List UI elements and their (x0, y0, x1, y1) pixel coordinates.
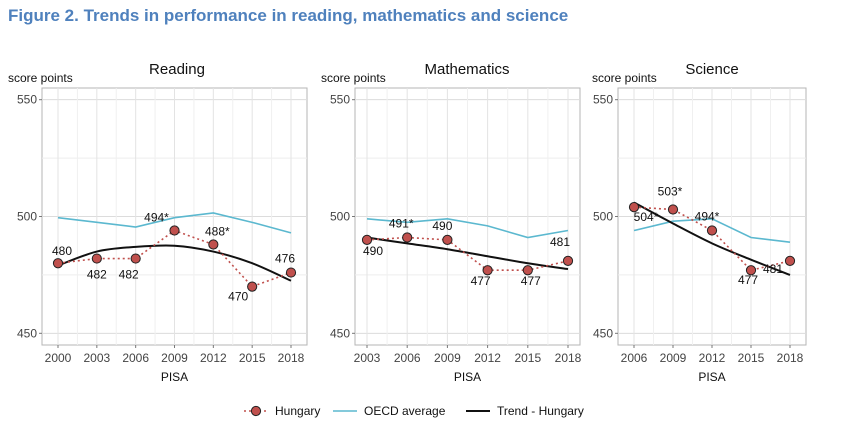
data-label: 481 (763, 262, 783, 276)
x-tick-label: 2009 (660, 351, 687, 365)
hungary-data-point (706, 225, 718, 236)
x-axis-label: PISA (698, 370, 725, 384)
hungary-data-point (91, 253, 102, 264)
x-tick-label: 2018 (278, 351, 305, 365)
x-tick-label: 2006 (621, 351, 648, 365)
x-tick-label: 2003 (354, 351, 381, 365)
hungary-data-point (482, 265, 493, 276)
hungary-data-point (208, 239, 219, 250)
oecd-average-line (57, 212, 292, 234)
data-label: 477 (738, 273, 758, 287)
hungary-data-point (442, 234, 453, 245)
hungary-data-point (784, 255, 796, 266)
data-label: 481 (550, 235, 570, 249)
hungary-data-point (628, 202, 640, 213)
y-tick-label: 550 (330, 93, 350, 107)
legend-label-oecd-average: OECD average (364, 404, 446, 418)
data-label: 482 (119, 268, 139, 282)
y-tick-label: 500 (593, 210, 613, 224)
x-tick-label: 2006 (122, 351, 149, 365)
hungary-dotted-line (366, 236, 569, 272)
figure-title: Figure 2. Trends in performance in readi… (8, 6, 569, 25)
hungary-data-point (169, 225, 180, 236)
data-label: 503* (658, 184, 683, 198)
x-tick-label: 2009 (161, 351, 188, 365)
x-tick-label: 2012 (200, 351, 227, 365)
hungary-data-point (402, 232, 413, 243)
y-axis-unit-label: score points (592, 71, 657, 85)
hungary-data-point (361, 234, 373, 245)
chart-panel-reading: 450 500 550 2000 2003 2006 2009 2012 2015 2018 Rea… (8, 61, 308, 384)
hungary-data-point (130, 253, 141, 264)
hungary-dotted-line (633, 206, 791, 272)
x-tick-label: 2015 (738, 351, 765, 365)
panel-title: Reading (149, 61, 205, 78)
data-label: 470 (228, 290, 248, 304)
x-tick-label: 2003 (83, 351, 110, 365)
legend-label-hungary: Hungary (275, 404, 320, 418)
trend-hungary-line (633, 201, 791, 276)
x-tick-label: 2018 (555, 351, 582, 365)
hungary-data-point (522, 265, 533, 276)
x-axis-label: PISA (454, 370, 481, 384)
data-label: 494* (695, 210, 720, 224)
x-tick-label: 2018 (777, 351, 804, 365)
x-tick-label: 2015 (239, 351, 266, 365)
hungary-data-point (562, 255, 574, 266)
y-tick-label: 450 (17, 326, 37, 340)
y-tick-label: 550 (593, 93, 613, 107)
y-tick-label: 500 (17, 210, 37, 224)
hungary-data-point (667, 204, 679, 215)
data-label: 494* (144, 211, 169, 225)
hungary-data-point (745, 265, 757, 276)
x-tick-label: 2015 (514, 351, 541, 365)
x-tick-label: 2000 (45, 351, 72, 365)
x-tick-label: 2009 (434, 351, 461, 365)
oecd-average-line (366, 218, 569, 239)
x-axis-label: PISA (161, 370, 188, 384)
trend-hungary-line (57, 244, 292, 282)
legend-hungary-marker (250, 405, 262, 417)
x-tick-label: 2006 (394, 351, 421, 365)
data-label: 480 (52, 244, 72, 258)
y-axis-unit-label: score points (8, 71, 73, 85)
chart-panel-mathematics: 450 500 550 2003 2006 2009 2012 2015 2018 Mathema… (321, 61, 582, 384)
data-label: 488* (205, 225, 230, 239)
data-label: 490 (432, 219, 452, 233)
legend: Hungary OECD average Trend - Hungary (244, 404, 584, 418)
panel-title: Science (685, 61, 738, 78)
y-tick-label: 500 (330, 210, 350, 224)
data-label: 477 (471, 274, 491, 288)
chart-panel-science: 450 500 550 2006 2009 2012 2015 2018 Science scor… (592, 61, 807, 384)
trend-hungary-line (366, 236, 569, 271)
y-tick-label: 550 (17, 93, 37, 107)
x-tick-label: 2012 (699, 351, 726, 365)
y-tick-label: 450 (330, 326, 350, 340)
data-label: 477 (521, 274, 541, 288)
data-label: 482 (87, 268, 107, 282)
x-tick-label: 2012 (474, 351, 501, 365)
data-label: 504* (634, 210, 659, 224)
oecd-average-line (633, 218, 791, 243)
data-label: 490 (363, 244, 383, 258)
hungary-data-point (52, 258, 64, 269)
hungary-data-point (247, 281, 258, 292)
hungary-data-point (285, 267, 297, 278)
y-tick-label: 450 (593, 326, 613, 340)
legend-label-trend-hungary: Trend - Hungary (497, 404, 584, 418)
data-label: 476 (275, 252, 295, 266)
panel-title: Mathematics (424, 61, 509, 78)
data-label: 491* (389, 217, 414, 231)
y-axis-unit-label: score points (321, 71, 386, 85)
